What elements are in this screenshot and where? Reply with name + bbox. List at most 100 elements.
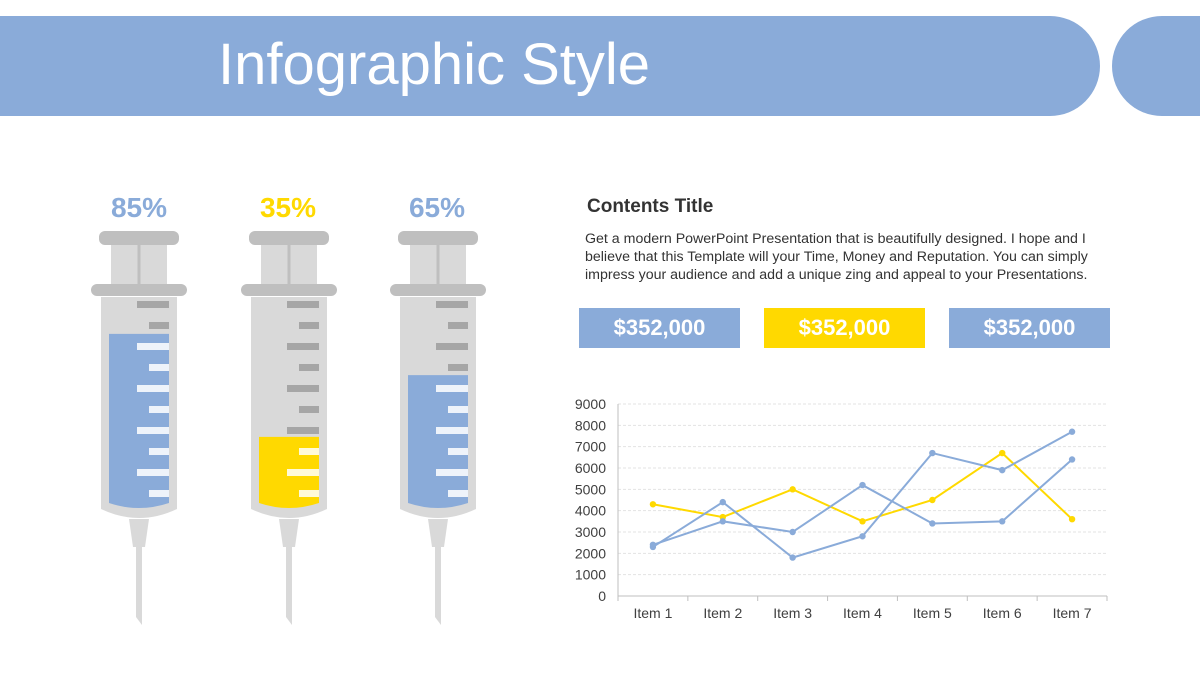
syringe-tick xyxy=(137,385,169,392)
series-point-1 xyxy=(789,486,796,493)
contents-body: Get a modern PowerPoint Presentation tha… xyxy=(585,230,1130,284)
y-tick-label: 2000 xyxy=(575,545,606,561)
value-box-3: $352,000 xyxy=(949,308,1110,348)
syringe-tick xyxy=(436,301,468,308)
header-cap xyxy=(1112,16,1200,116)
syringe-tick xyxy=(448,364,468,371)
syringe-chart xyxy=(91,231,486,625)
series-point-1 xyxy=(1068,516,1076,523)
syringe-3 xyxy=(390,231,486,625)
y-tick-label: 9000 xyxy=(575,396,606,412)
syringe-tick xyxy=(448,490,468,497)
syringe-tick xyxy=(137,343,169,350)
series-point-2 xyxy=(859,533,866,540)
syringe-flange xyxy=(241,284,337,296)
syringe-hub xyxy=(428,519,448,547)
syringe-tick xyxy=(287,343,319,350)
value-box-1: $352,000 xyxy=(579,308,740,348)
syringe-tick xyxy=(436,343,468,350)
syringe-plunger-cap xyxy=(99,231,179,245)
syringe-tick xyxy=(287,469,319,476)
x-tick-label: Item 7 xyxy=(1053,605,1092,621)
syringe-flange xyxy=(390,284,486,296)
series-point-2 xyxy=(1068,428,1076,435)
syringe-tick xyxy=(299,490,319,497)
contents-title: Contents Title xyxy=(587,196,714,217)
series-point-2 xyxy=(929,449,936,457)
syringe-tick xyxy=(436,469,468,476)
syringe-tick xyxy=(149,490,169,497)
line-chart: 0 1000 2000 3000 4000 5000 6000 7000 8000 9000 Ite… xyxy=(575,396,1108,621)
syringe-tick xyxy=(436,427,468,434)
syringe-needle xyxy=(286,547,292,625)
y-tick-label: 7000 xyxy=(575,439,606,455)
syringe-needle xyxy=(136,547,142,625)
syringe-tick xyxy=(436,385,468,392)
series-point-2 xyxy=(999,466,1006,474)
series-point-3 xyxy=(929,520,936,527)
page-title: Infographic Style xyxy=(218,32,651,97)
series-point-3 xyxy=(859,481,866,489)
syringe-tick xyxy=(299,406,319,413)
series-point-1 xyxy=(929,496,936,504)
y-tick-label: 0 xyxy=(598,588,606,604)
syringe-tick xyxy=(149,448,169,455)
x-tick-label: Item 1 xyxy=(633,605,672,621)
x-tick-label: Item 2 xyxy=(703,605,742,621)
syringe-tick xyxy=(299,322,319,329)
series-point-3 xyxy=(1068,456,1076,463)
series-point-3 xyxy=(649,541,657,548)
contents-line-3: impress your audience and add a unique z… xyxy=(585,267,1088,283)
y-tick-label: 8000 xyxy=(575,417,606,433)
syringe-percent-1: 85% xyxy=(110,192,168,223)
series-point-2 xyxy=(719,498,726,506)
series-point-1 xyxy=(649,501,657,508)
syringe-tick xyxy=(448,448,468,455)
syringe-flange xyxy=(91,284,187,296)
syringe-needle xyxy=(435,547,441,625)
series-point-3 xyxy=(999,518,1006,525)
y-tick-label: 1000 xyxy=(575,567,606,583)
syringe-hub xyxy=(129,519,149,547)
x-tick-label: Item 4 xyxy=(843,605,882,621)
syringe-tick xyxy=(149,364,169,371)
syringe-tick xyxy=(287,301,319,308)
syringe-plunger-cap xyxy=(398,231,478,245)
syringe-tick xyxy=(137,469,169,476)
series-point-3 xyxy=(719,518,726,525)
syringe-tick xyxy=(137,427,169,434)
contents-line-2: believe that this Template will your Tim… xyxy=(585,249,1088,265)
x-tick-label: Item 5 xyxy=(913,605,952,621)
syringe-liquid xyxy=(408,375,468,508)
syringe-tick xyxy=(448,406,468,413)
syringe-2 xyxy=(241,231,337,625)
syringe-tick xyxy=(287,385,319,392)
series-point-1 xyxy=(999,449,1006,457)
syringe-hub xyxy=(279,519,299,547)
syringe-liquid xyxy=(109,333,169,508)
syringe-percent-3: 65% xyxy=(408,192,466,223)
series-point-3 xyxy=(789,528,796,536)
ai-logo: AI xyxy=(0,16,160,116)
x-tick-label: Item 3 xyxy=(773,605,812,621)
series-point-2 xyxy=(789,554,796,561)
syringe-tick xyxy=(299,448,319,455)
syringe-tick xyxy=(448,322,468,329)
syringe-tick xyxy=(149,406,169,413)
y-tick-label: 6000 xyxy=(575,460,606,476)
syringe-rod-line xyxy=(287,245,291,285)
series-point-1 xyxy=(859,518,866,525)
syringe-tick xyxy=(149,322,169,329)
header-bar xyxy=(0,16,1100,116)
syringe-plunger-cap xyxy=(249,231,329,245)
y-tick-label: 5000 xyxy=(575,481,606,497)
contents-line-1: Get a modern PowerPoint Presentation tha… xyxy=(585,231,1086,247)
value-box-2: $352,000 xyxy=(764,308,925,348)
syringe-percent-2: 35% xyxy=(259,192,317,223)
syringe-tick xyxy=(287,427,319,434)
syringe-rod-line xyxy=(137,245,141,285)
syringe-tick xyxy=(137,301,169,308)
syringe-1 xyxy=(91,231,187,625)
y-tick-label: 4000 xyxy=(575,503,606,519)
y-tick-label: 3000 xyxy=(575,524,606,540)
